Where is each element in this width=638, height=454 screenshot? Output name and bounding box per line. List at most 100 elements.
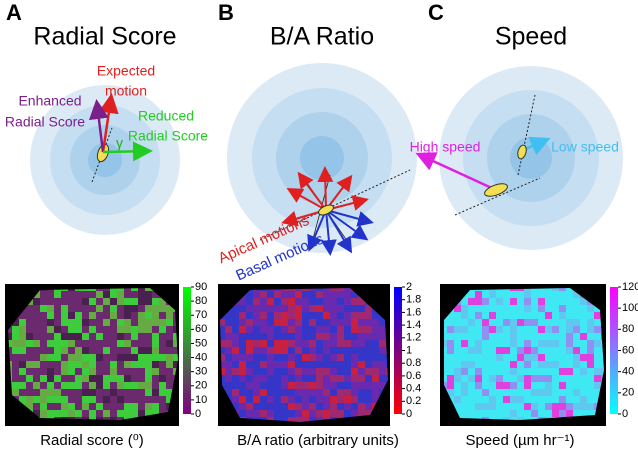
heatmap-cell xyxy=(454,312,461,319)
panel-letter: C xyxy=(428,0,444,25)
heatmap-cell xyxy=(461,347,468,354)
heatmap-cell xyxy=(19,375,26,382)
heatmap-cell xyxy=(288,375,295,382)
heatmap-cell xyxy=(138,403,145,410)
heatmap-cell xyxy=(110,333,117,340)
heatmap-cell xyxy=(559,375,566,382)
heatmap-cell xyxy=(110,326,117,333)
heatmap-cell xyxy=(489,375,496,382)
annotation: Reduced xyxy=(138,108,194,124)
heatmap-cell xyxy=(166,340,173,347)
heatmap-cell xyxy=(239,368,246,375)
heatmap-cell xyxy=(68,410,75,417)
heatmap-cell xyxy=(496,291,503,298)
heatmap-cell xyxy=(295,375,302,382)
heatmap-cell xyxy=(173,340,178,347)
heatmap-cell xyxy=(19,396,26,403)
heatmap-cell xyxy=(489,361,496,368)
heatmap-cell xyxy=(323,361,330,368)
heatmap-cell xyxy=(267,417,274,422)
heatmap-cell xyxy=(316,410,323,417)
heatmap-cell xyxy=(253,389,260,396)
heatmap-cell xyxy=(166,382,173,389)
heatmap-cell xyxy=(12,375,19,382)
heatmap-cell xyxy=(447,326,454,333)
heatmap-cell xyxy=(68,417,75,420)
heatmap-cell xyxy=(545,382,552,389)
heatmap-cell xyxy=(351,305,358,312)
heatmap-cell xyxy=(110,347,117,354)
heatmap-cell xyxy=(295,361,302,368)
heatmap-cell xyxy=(124,291,131,298)
heatmap-cell xyxy=(274,340,281,347)
heatmap-cell xyxy=(538,417,545,420)
heatmap-cell xyxy=(496,396,503,403)
heatmap-cell xyxy=(220,347,225,354)
heatmap-cell xyxy=(468,361,475,368)
heatmap-cell xyxy=(531,312,538,319)
heatmap-cell xyxy=(47,326,54,333)
heatmap-cell xyxy=(302,417,309,422)
heatmap-cell xyxy=(454,319,461,326)
heatmap-cell xyxy=(316,291,323,298)
heatmap-cell xyxy=(103,291,110,298)
heatmap-cell xyxy=(145,340,152,347)
heatmap-cell xyxy=(323,312,330,319)
heatmap-cell xyxy=(454,326,461,333)
heatmap-cell xyxy=(75,403,82,410)
heatmap-cell xyxy=(75,291,82,298)
heatmap-cell xyxy=(482,396,489,403)
heatmap-cell xyxy=(26,347,33,354)
heatmap-cell xyxy=(330,340,337,347)
heatmap-cell xyxy=(510,326,517,333)
heatmap-cell xyxy=(68,326,75,333)
heatmap-cell xyxy=(260,326,267,333)
heatmap-cell xyxy=(482,319,489,326)
heatmap-cell xyxy=(594,312,601,319)
heatmap-cell xyxy=(159,368,166,375)
heatmap-cell xyxy=(580,396,587,403)
heatmap-cell xyxy=(552,382,559,389)
heatmap-cell xyxy=(110,288,117,291)
heatmap-cell xyxy=(468,368,475,375)
heatmap-cell xyxy=(138,389,145,396)
heatmap-cell xyxy=(524,403,531,410)
heatmap-cell xyxy=(117,305,124,312)
heatmap-cell xyxy=(47,403,54,410)
heatmap-cell xyxy=(253,298,260,305)
heatmap-cell xyxy=(538,340,545,347)
heatmap-cell xyxy=(145,403,152,410)
heatmap-cell xyxy=(468,354,475,361)
heatmap-cell xyxy=(281,396,288,403)
heatmap-cell xyxy=(503,410,510,417)
heatmap-cell xyxy=(138,288,145,291)
heatmap-cell xyxy=(260,354,267,361)
heatmap-cell xyxy=(566,396,573,403)
heatmap-cell xyxy=(559,361,566,368)
heatmap-cell xyxy=(288,382,295,389)
tick-label: 0.4 xyxy=(406,383,421,395)
heatmap-cell xyxy=(281,326,288,333)
heatmap-cell xyxy=(124,305,131,312)
heatmap-cell xyxy=(40,319,47,326)
heatmap-cell xyxy=(82,340,89,347)
heatmap-cell xyxy=(82,298,89,305)
heatmap-cell xyxy=(131,288,138,291)
heatmap-cell xyxy=(566,326,573,333)
heatmap-cell xyxy=(573,312,580,319)
heatmap-cell xyxy=(496,319,503,326)
heatmap-cell xyxy=(454,403,461,410)
heatmap-cell xyxy=(309,288,316,291)
heatmap-cell xyxy=(145,382,152,389)
heatmap-cell xyxy=(573,319,580,326)
heatmap-cell xyxy=(82,417,89,420)
heatmap-cell xyxy=(444,361,447,368)
heatmap-cell xyxy=(468,340,475,347)
heatmap-cell xyxy=(468,298,475,305)
heatmap-cell xyxy=(246,312,253,319)
tick-label: 80 xyxy=(622,323,634,335)
heatmap-cell xyxy=(372,368,379,375)
heatmap-cell xyxy=(281,389,288,396)
heatmap-cell xyxy=(117,298,124,305)
heatmap-cell xyxy=(454,305,461,312)
